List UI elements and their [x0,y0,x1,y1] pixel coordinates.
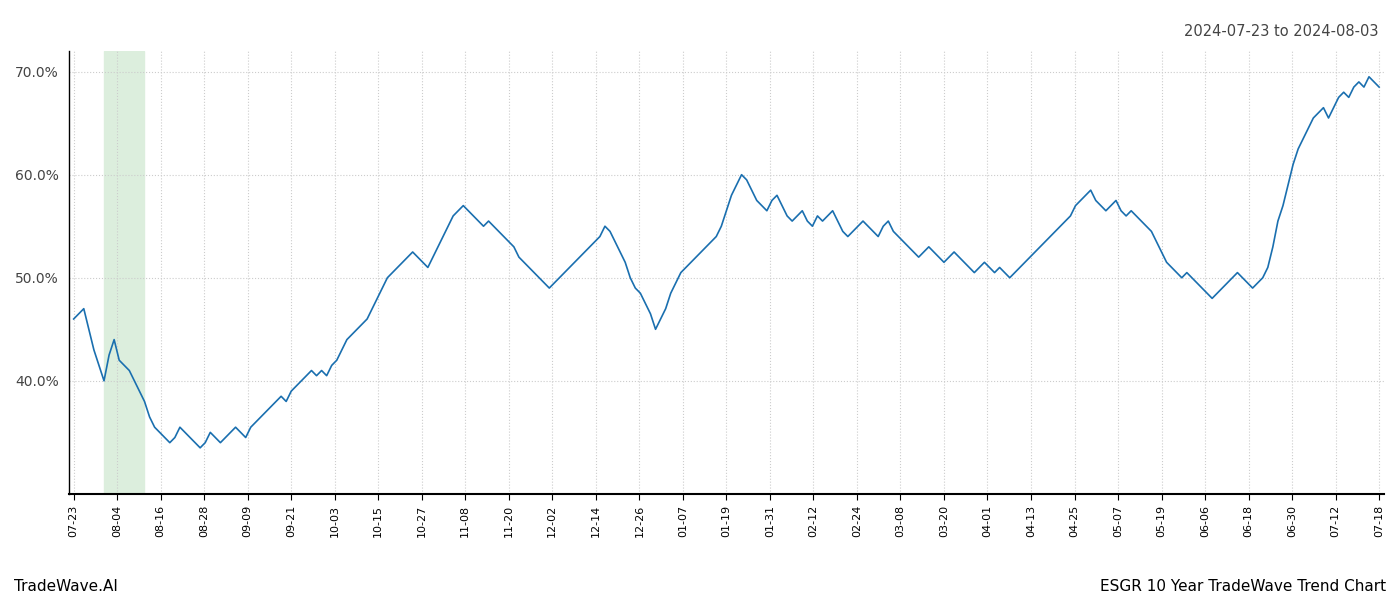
Text: TradeWave.AI: TradeWave.AI [14,579,118,594]
Text: ESGR 10 Year TradeWave Trend Chart: ESGR 10 Year TradeWave Trend Chart [1100,579,1386,594]
Text: 2024-07-23 to 2024-08-03: 2024-07-23 to 2024-08-03 [1184,24,1379,39]
Bar [104,51,144,494]
